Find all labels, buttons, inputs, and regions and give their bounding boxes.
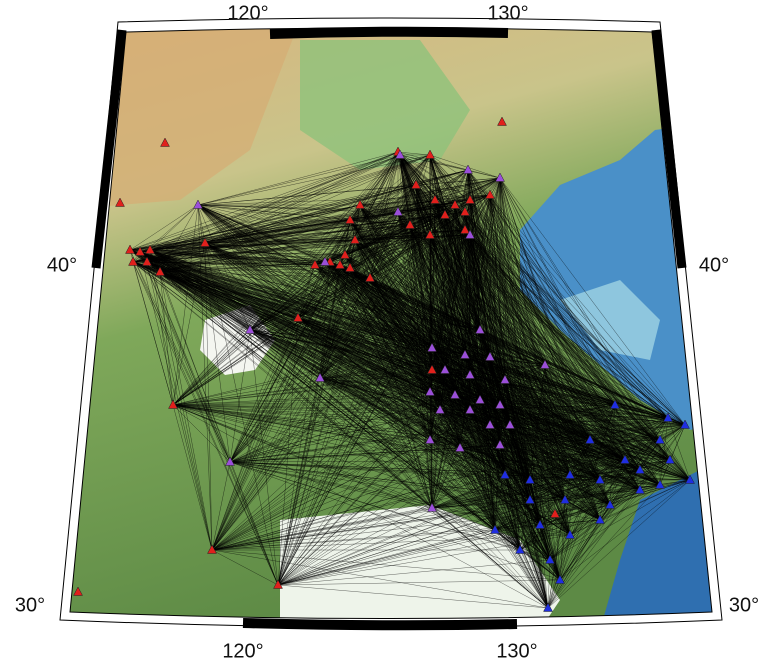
map-area xyxy=(60,20,730,630)
latitude-label: 40° xyxy=(47,254,77,276)
map-figure: 120° 130° 120° 130° 40° 30° 40° 30° xyxy=(0,0,762,669)
frame-bar xyxy=(243,623,517,625)
longitude-label: 120° xyxy=(222,640,263,662)
longitude-label: 120° xyxy=(227,2,268,24)
longitude-label: 130° xyxy=(496,640,537,662)
frame-bar xyxy=(270,32,508,34)
longitude-label: 130° xyxy=(487,2,528,24)
latitude-label: 30° xyxy=(15,594,45,616)
latitude-label: 40° xyxy=(699,254,729,276)
latitude-label: 30° xyxy=(729,594,759,616)
